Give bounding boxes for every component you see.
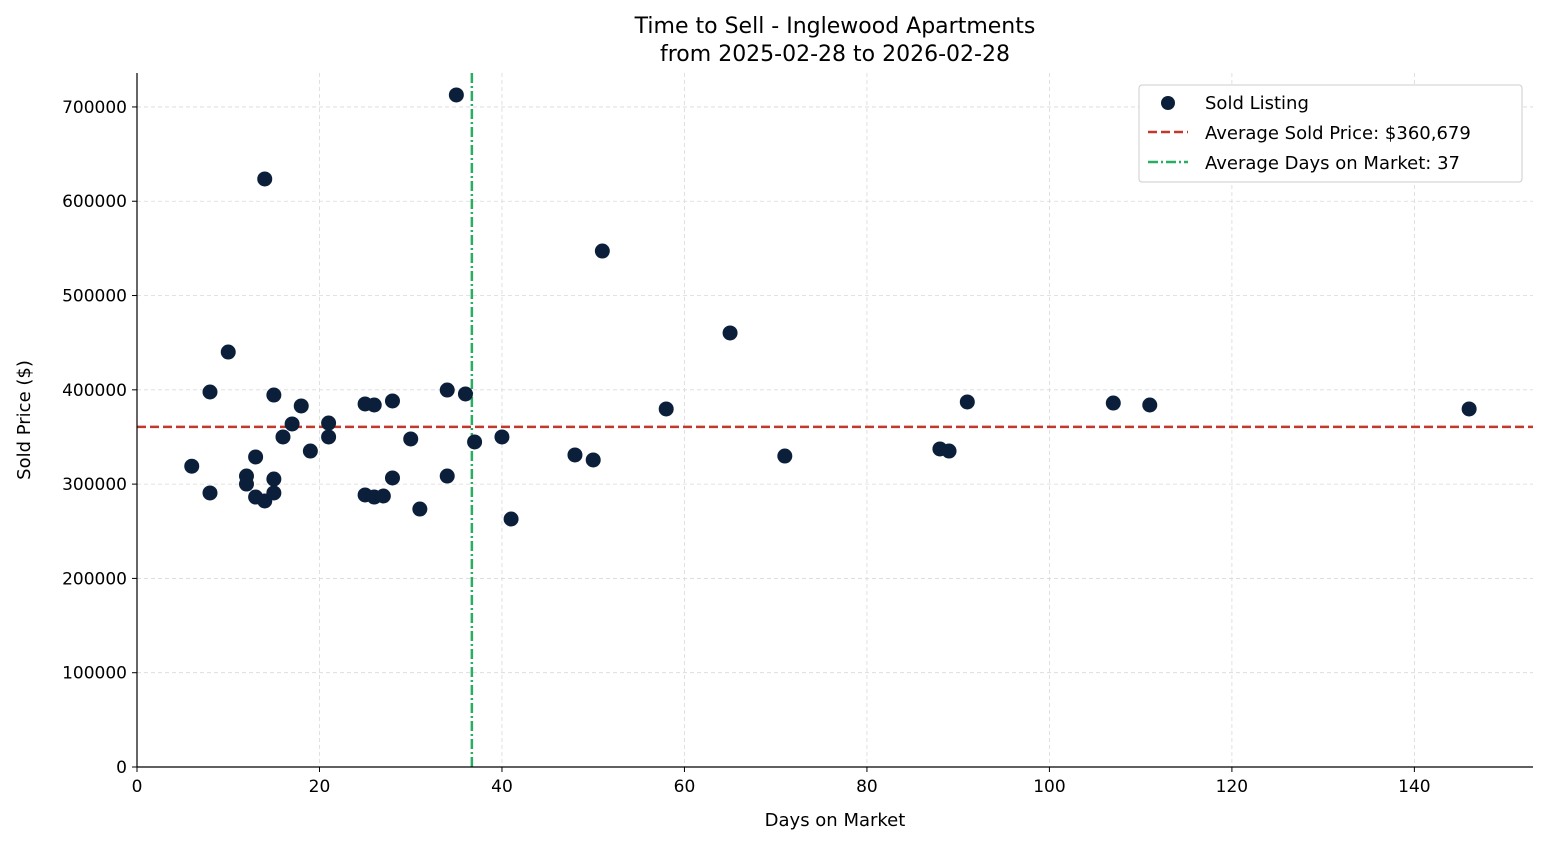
data-point: [941, 443, 957, 459]
data-point: [366, 397, 382, 413]
x-tick-label: 20: [309, 777, 331, 797]
data-point: [439, 468, 455, 484]
data-point: [412, 501, 428, 517]
data-point: [494, 429, 510, 445]
data-point: [1105, 395, 1121, 411]
y-tick-label: 400000: [62, 381, 127, 401]
data-point: [503, 511, 519, 527]
legend-label-avg-price: Average Sold Price: $360,679: [1205, 123, 1471, 144]
data-point: [266, 387, 282, 403]
x-tick-label: 80: [856, 777, 878, 797]
y-tick-label: 700000: [62, 98, 127, 118]
data-point: [293, 398, 309, 414]
data-point: [384, 393, 400, 409]
data-point: [284, 416, 300, 432]
x-tick-label: 120: [1216, 777, 1248, 797]
data-point: [384, 470, 400, 486]
data-point: [722, 325, 738, 341]
y-tick-label: 100000: [62, 664, 127, 684]
data-point: [248, 449, 264, 465]
legend-label-sold: Sold Listing: [1205, 93, 1309, 114]
chart-subtitle: from 2025-02-28 to 2026-02-28: [660, 42, 1010, 67]
x-axis-label: Days on Market: [765, 810, 906, 831]
reference-lines: [137, 73, 1533, 767]
y-tick-label: 500000: [62, 287, 127, 307]
data-points: [184, 87, 1477, 527]
legend: Sold Listing Average Sold Price: $360,67…: [1138, 84, 1523, 183]
data-point: [266, 471, 282, 487]
y-axis-label: Sold Price ($): [14, 360, 35, 480]
data-point: [184, 458, 200, 474]
data-point: [567, 447, 583, 463]
y-tick-label: 200000: [62, 569, 127, 589]
y-tick-label: 600000: [62, 192, 127, 212]
legend-box: [1138, 84, 1523, 183]
axes: 0 20 40 60 80 100 120 140 0 100000 200000 300000 400…: [62, 73, 1533, 797]
data-point: [321, 415, 337, 431]
data-point: [302, 443, 318, 459]
x-tick-label: 0: [132, 777, 143, 797]
x-tick-label: 100: [1033, 777, 1065, 797]
data-point: [266, 485, 282, 501]
data-point: [238, 476, 254, 492]
data-point: [467, 434, 483, 450]
data-point: [959, 394, 975, 410]
data-point: [403, 431, 419, 447]
y-tick-label: 0: [116, 758, 127, 778]
data-point: [1142, 397, 1158, 413]
legend-marker-sold: [1161, 96, 1175, 110]
x-tick-label: 40: [491, 777, 513, 797]
data-point: [658, 401, 674, 417]
y-tick-label: 300000: [62, 475, 127, 495]
chart-title: Time to Sell - Inglewood Apartments: [634, 14, 1036, 39]
data-point: [257, 171, 273, 187]
x-tick-label: 60: [674, 777, 696, 797]
data-point: [321, 429, 337, 445]
data-point: [220, 344, 236, 360]
data-point: [375, 488, 391, 504]
data-point: [448, 87, 464, 103]
data-point: [202, 485, 218, 501]
legend-label-avg-days: Average Days on Market: 37: [1205, 153, 1460, 174]
data-point: [1461, 401, 1477, 417]
data-point: [777, 448, 793, 464]
data-point: [202, 384, 218, 400]
data-point: [594, 243, 610, 259]
data-point: [457, 386, 473, 402]
data-point: [439, 382, 455, 398]
x-tick-label: 140: [1398, 777, 1430, 797]
data-point: [585, 452, 601, 468]
data-point: [275, 429, 291, 445]
